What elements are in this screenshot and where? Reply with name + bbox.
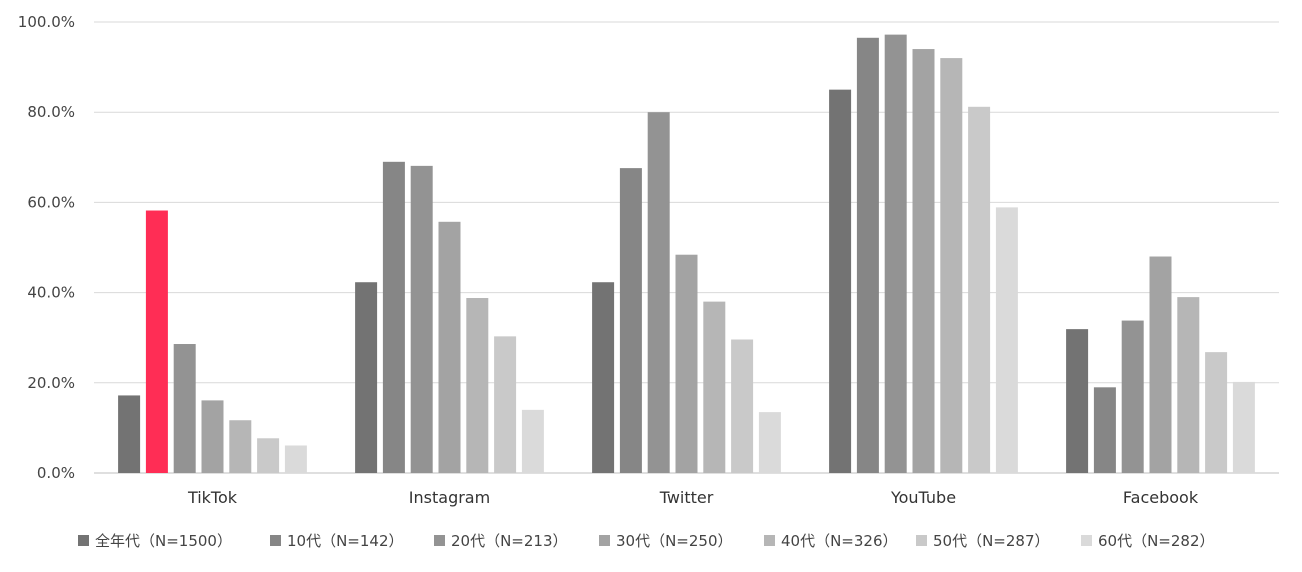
bar-instagram-series-3 bbox=[438, 221, 461, 473]
legend-swatch bbox=[434, 535, 445, 546]
bar-instagram-series-1 bbox=[382, 161, 405, 473]
bar-facebook-series-5 bbox=[1205, 352, 1228, 473]
bar-twitter-series-4 bbox=[703, 301, 726, 473]
bar-twitter-series-0 bbox=[592, 282, 615, 473]
bar-instagram-series-4 bbox=[466, 298, 489, 473]
bar-facebook-series-4 bbox=[1177, 297, 1200, 473]
y-tick-label: 20.0% bbox=[27, 374, 75, 392]
y-tick-label: 100.0% bbox=[18, 13, 75, 31]
bar-instagram-series-6 bbox=[521, 409, 544, 473]
bar-facebook-series-1 bbox=[1093, 387, 1116, 473]
legend-swatch bbox=[78, 535, 89, 546]
legend-label: 10代（N=142） bbox=[287, 532, 404, 550]
x-category-label: TikTok bbox=[187, 488, 238, 507]
bar-facebook-series-0 bbox=[1066, 329, 1089, 473]
x-category-label: YouTube bbox=[890, 488, 956, 507]
bar-twitter-series-1 bbox=[619, 168, 642, 473]
legend-swatch bbox=[1081, 535, 1092, 546]
bar-instagram-series-5 bbox=[494, 336, 517, 473]
legend-label: 20代（N=213） bbox=[451, 532, 568, 550]
y-tick-label: 80.0% bbox=[27, 103, 75, 121]
bar-tiktok-series-0 bbox=[118, 395, 141, 473]
bar-instagram-series-2 bbox=[410, 165, 433, 473]
legend-label: 50代（N=287） bbox=[933, 532, 1050, 550]
legend-label: 60代（N=282） bbox=[1098, 532, 1215, 550]
bar-youtube-series-2 bbox=[884, 34, 907, 474]
x-category-label: Twitter bbox=[659, 488, 714, 507]
bar-youtube-series-5 bbox=[968, 106, 991, 474]
bar-youtube-series-6 bbox=[995, 207, 1018, 473]
y-tick-label: 40.0% bbox=[27, 284, 75, 302]
legend-label: 40代（N=326） bbox=[781, 532, 898, 550]
bar-tiktok-series-4 bbox=[229, 420, 252, 473]
bar-youtube-series-0 bbox=[829, 89, 852, 474]
legend-swatch bbox=[916, 535, 927, 546]
legend-label: 全年代（N=1500） bbox=[95, 532, 232, 550]
legend-swatch bbox=[764, 535, 775, 546]
y-axis-tick-labels: 0.0% 20.0% 40.0% 60.0% 80.0% 100.0% bbox=[18, 13, 75, 482]
bar-instagram-series-0 bbox=[355, 282, 378, 473]
bar-tiktok-series-3 bbox=[201, 400, 224, 473]
bar-facebook-series-3 bbox=[1149, 256, 1172, 473]
bar-tiktok-series-5 bbox=[257, 438, 280, 473]
bar-twitter-series-6 bbox=[758, 412, 781, 473]
x-category-label: Instagram bbox=[409, 488, 490, 507]
legend: 全年代（N=1500） 10代（N=142） 20代（N=213） 30代（N=250… bbox=[78, 532, 1215, 550]
y-tick-label: 60.0% bbox=[27, 193, 75, 211]
legend-swatch bbox=[270, 535, 281, 546]
bar-facebook-series-6 bbox=[1232, 381, 1255, 473]
x-axis-category-labels: TikTok Instagram Twitter YouTube Facebook bbox=[187, 488, 1199, 507]
bar-twitter-series-5 bbox=[731, 339, 754, 473]
legend-swatch bbox=[599, 535, 610, 546]
bar-youtube-series-3 bbox=[912, 49, 935, 474]
bar-youtube-series-4 bbox=[940, 58, 963, 474]
y-tick-label: 0.0% bbox=[37, 464, 75, 482]
bar-tiktok-series-2 bbox=[173, 344, 196, 473]
bar-twitter-series-2 bbox=[647, 112, 670, 473]
bar-twitter-series-3 bbox=[675, 254, 698, 473]
bars bbox=[118, 34, 1255, 474]
bar-facebook-series-2 bbox=[1121, 320, 1144, 473]
x-category-label: Facebook bbox=[1123, 488, 1199, 507]
bar-tiktok-series-1 bbox=[145, 210, 168, 473]
bar-tiktok-series-6 bbox=[284, 445, 307, 473]
bar-youtube-series-1 bbox=[856, 37, 879, 473]
legend-label: 30代（N=250） bbox=[616, 532, 733, 550]
